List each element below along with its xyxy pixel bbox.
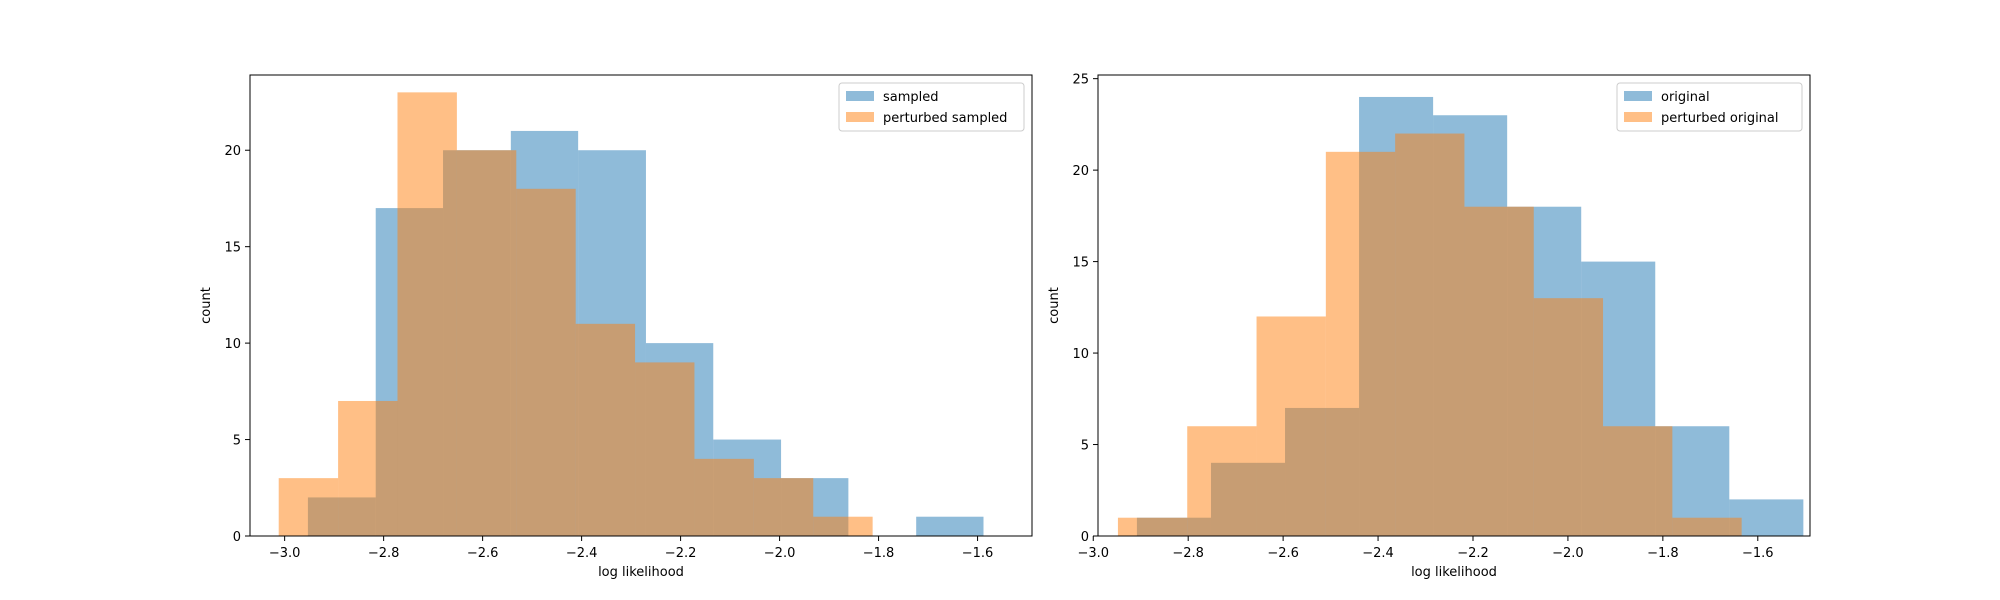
histogram-bar — [1395, 133, 1465, 537]
x-tick-label: −2.0 — [1552, 546, 1584, 561]
x-axis-label: log likelihood — [598, 565, 684, 580]
series-perturbed-sampled — [278, 92, 873, 536]
y-tick-label: 5 — [1081, 439, 1089, 454]
x-tick-label: −2.0 — [764, 546, 796, 561]
histogram-bar — [1117, 517, 1188, 536]
x-axis-label: log likelihood — [1411, 565, 1497, 580]
legend-label: original — [1661, 90, 1710, 105]
y-axis-label: count — [1047, 287, 1062, 324]
y-axis-label: count — [199, 287, 214, 324]
y-tick-label: 0 — [233, 530, 241, 545]
x-tick-label: −2.2 — [665, 546, 697, 561]
y-tick-label: 0 — [1081, 530, 1089, 545]
histogram-bar — [753, 478, 814, 536]
x-tick-label: −1.6 — [1742, 546, 1774, 561]
legend-label: sampled — [883, 90, 939, 105]
histogram-bar — [456, 150, 517, 536]
x-tick-label: −3.0 — [269, 546, 301, 561]
legend-box — [1616, 82, 1803, 132]
x-tick-label: −1.6 — [962, 546, 994, 561]
histogram-bar — [694, 458, 754, 536]
series-perturbed-original — [1117, 133, 1742, 537]
x-tick-label: −2.6 — [467, 546, 499, 561]
histogram-bar — [1325, 151, 1396, 537]
legend-swatch — [1624, 112, 1652, 122]
histogram-sampled: −3.0 −2.8 −2.6 −2.4 −2.2 −2.0 −1.8 −1.6 0 5 10 15 20… — [199, 74, 1033, 580]
histogram-bar — [575, 323, 636, 536]
x-tick-label: −3.0 — [1077, 546, 1109, 561]
y-tick-label: 15 — [1072, 256, 1089, 271]
x-tick-label: −2.4 — [566, 546, 598, 561]
x-tick-label: −2.8 — [1172, 546, 1204, 561]
histogram-bar — [278, 478, 339, 536]
y-tick-label: 15 — [224, 241, 241, 256]
histogram-bar — [1464, 206, 1534, 536]
legend-label: perturbed original — [1661, 111, 1779, 126]
y-tick-label: 25 — [1072, 73, 1089, 88]
plot-frame — [1097, 74, 1811, 537]
legend-label: perturbed sampled — [883, 111, 1007, 126]
histogram-bar — [516, 188, 576, 536]
y-tick-label: 20 — [224, 144, 241, 159]
x-tick-label: −2.2 — [1457, 546, 1489, 561]
x-tick-label: −2.6 — [1267, 546, 1299, 561]
histogram-bar — [338, 400, 398, 536]
legend-swatch — [846, 91, 874, 101]
legend: original perturbed original — [1616, 82, 1803, 132]
histogram-bar — [635, 362, 695, 536]
plot-frame — [249, 74, 1033, 537]
histogram-bar — [916, 516, 984, 536]
x-tick-label: −2.8 — [368, 546, 400, 561]
y-tick-label: 10 — [224, 337, 241, 352]
histogram-bar — [1603, 426, 1673, 536]
histogram-bar — [1672, 517, 1742, 536]
y-tick-label: 5 — [233, 434, 241, 449]
legend-swatch — [846, 112, 874, 122]
legend-swatch — [1624, 91, 1652, 101]
legend-box — [838, 82, 1025, 132]
histogram-bar — [1187, 426, 1257, 536]
histogram-bar — [813, 516, 873, 536]
histogram-bar — [397, 92, 457, 536]
histogram-bar — [1533, 298, 1604, 536]
y-tick-label: 10 — [1072, 347, 1089, 362]
x-tick-label: −1.8 — [1647, 546, 1679, 561]
histogram-original: −3.0 −2.8 −2.6 −2.4 −2.2 −2.0 −1.8 −1.6 0 5 10 15 20… — [1047, 73, 1811, 580]
legend: sampled perturbed sampled — [838, 82, 1025, 132]
histogram-bar — [1256, 316, 1326, 536]
x-tick-label: −2.4 — [1362, 546, 1394, 561]
x-tick-label: −1.8 — [863, 546, 895, 561]
y-tick-label: 20 — [1072, 164, 1089, 179]
